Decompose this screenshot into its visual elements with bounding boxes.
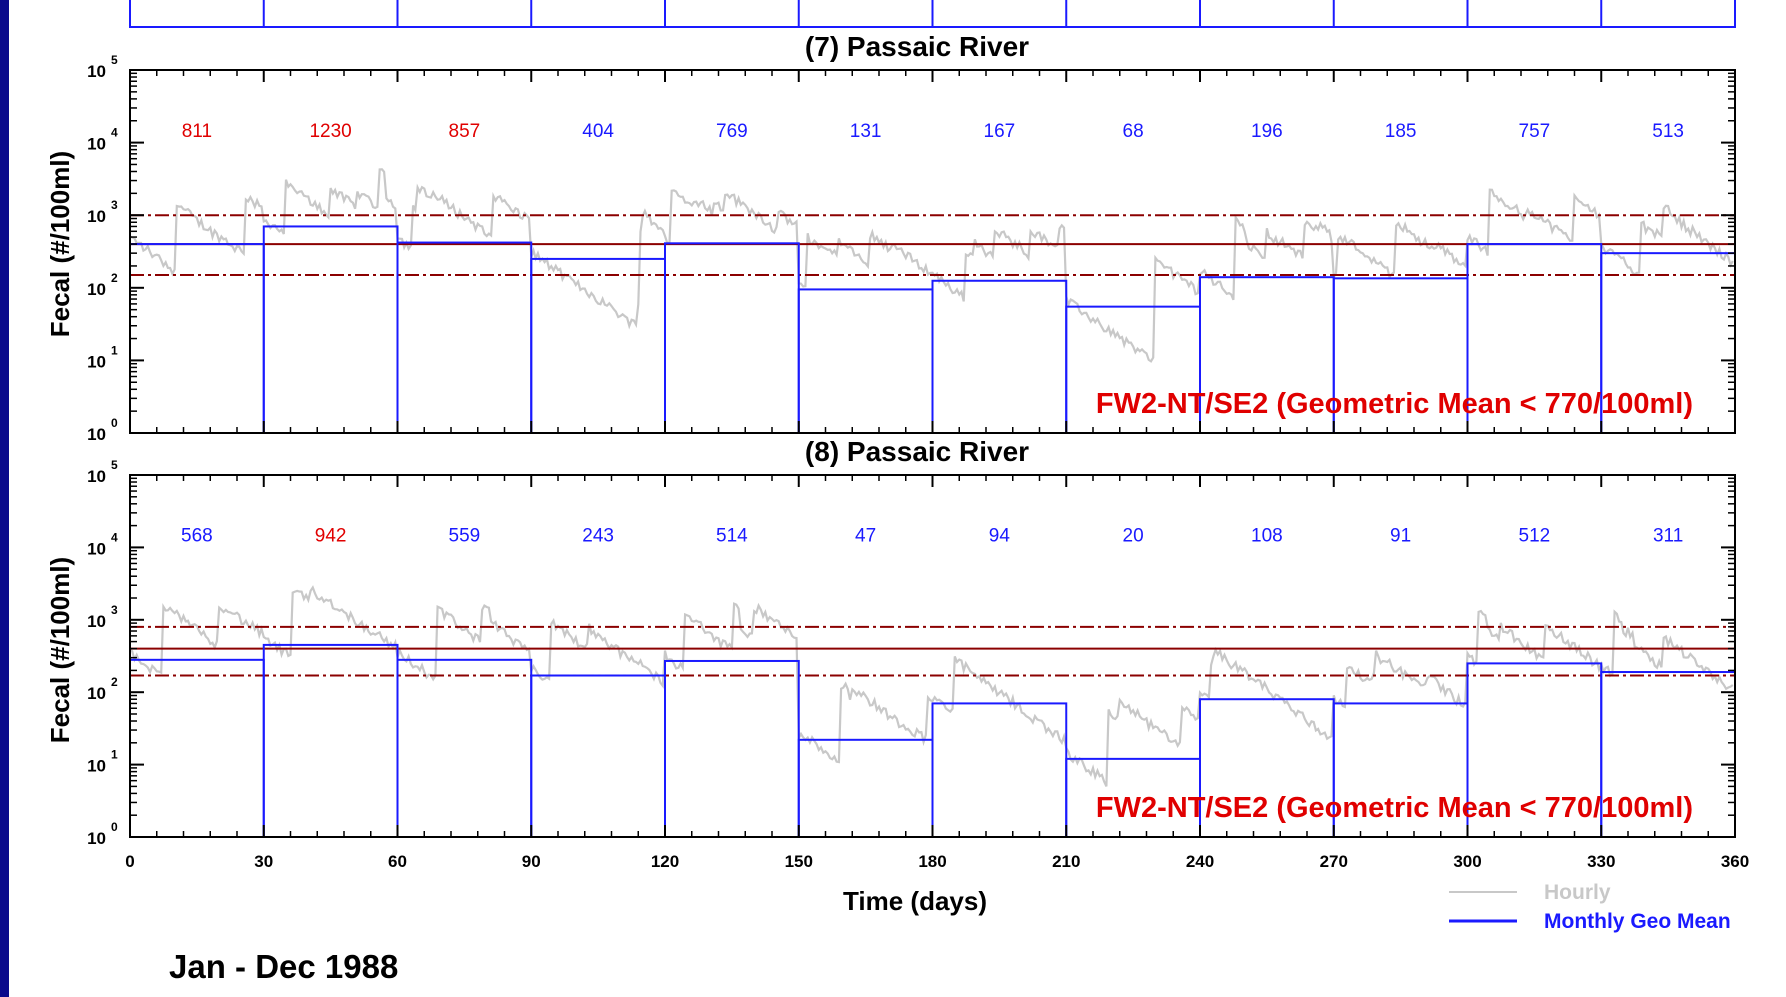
x-tick-label: 210 bbox=[1052, 852, 1080, 871]
previous-plot-remnant bbox=[129, 0, 1736, 28]
x-tick-label: 150 bbox=[785, 852, 813, 871]
month-value-label: 131 bbox=[850, 121, 882, 142]
x-axis-label: Time (days) bbox=[843, 886, 987, 916]
chart-canvas: (7) Passaic River Fecal (#/100ml) 811 123… bbox=[45, 0, 1749, 985]
monthly-geo-mean-bar bbox=[530, 674, 666, 838]
monthly-geo-mean-bar bbox=[931, 279, 1068, 435]
chart-panel: (7) Passaic River Fecal (#/100ml) 811 123… bbox=[9, 0, 1786, 997]
y-tick-label: 10 bbox=[87, 135, 106, 154]
month-value-label: 568 bbox=[181, 526, 213, 547]
plot-8-passaic-river: (8) Passaic River Fecal (#/100ml) 568 942… bbox=[45, 436, 1749, 871]
hourly-series-line bbox=[129, 168, 1734, 363]
y-tick-label: 10 bbox=[87, 757, 106, 776]
month-value-label: 942 bbox=[315, 526, 347, 547]
month-value-label: 514 bbox=[716, 526, 748, 547]
monthly-geo-mean-bar bbox=[396, 658, 533, 838]
y-tick-exponent: 4 bbox=[111, 126, 118, 140]
y-tick-exponent: 5 bbox=[111, 458, 118, 472]
month-value-label: 757 bbox=[1519, 121, 1551, 142]
month-value-label: 196 bbox=[1251, 121, 1283, 142]
month-value-label: 20 bbox=[1123, 526, 1144, 547]
x-tick-label: 360 bbox=[1721, 852, 1749, 871]
period-label: Jan - Dec 1988 bbox=[169, 948, 398, 985]
hourly-series-line bbox=[129, 585, 1734, 787]
x-tick-label: 90 bbox=[522, 852, 541, 871]
month-value-label: 94 bbox=[989, 526, 1011, 547]
monthly-geo-mean-bar bbox=[262, 225, 399, 434]
y-tick-exponent: 1 bbox=[111, 748, 118, 762]
month-value-label: 91 bbox=[1390, 526, 1411, 547]
monthly-geo-mean-bar bbox=[797, 288, 934, 434]
month-value-label: 311 bbox=[1653, 526, 1683, 547]
y-tick-exponent: 4 bbox=[111, 530, 118, 544]
month-value-label: 185 bbox=[1385, 121, 1417, 142]
y-tick-exponent: 3 bbox=[111, 603, 118, 617]
month-value-label: 404 bbox=[582, 121, 614, 142]
month-value-label: 512 bbox=[1519, 526, 1551, 547]
y-tick-exponent: 0 bbox=[111, 416, 118, 430]
monthly-geo-mean-bar bbox=[129, 658, 265, 838]
chart-title: (7) Passaic River bbox=[805, 31, 1029, 62]
monthly-geo-mean-bar bbox=[931, 702, 1068, 839]
standard-label: FW2-NT/SE2 (Geometric Mean < 770/100ml) bbox=[1096, 388, 1693, 420]
y-tick-exponent: 2 bbox=[111, 271, 118, 285]
month-value-label: 167 bbox=[984, 121, 1016, 142]
legend-hourly-label: Hourly bbox=[1544, 881, 1611, 904]
y-tick-label: 10 bbox=[87, 539, 106, 558]
month-value-label: 1230 bbox=[309, 121, 351, 142]
y-tick-exponent: 3 bbox=[111, 198, 118, 212]
month-value-label: 513 bbox=[1652, 121, 1684, 142]
x-tick-label: 180 bbox=[918, 852, 946, 871]
y-tick-exponent: 0 bbox=[111, 820, 118, 834]
monthly-geo-mean-bar bbox=[262, 643, 399, 838]
x-tick-label: 270 bbox=[1320, 852, 1348, 871]
monthly-geo-mean-bar bbox=[664, 242, 800, 434]
y-tick-label: 10 bbox=[87, 612, 106, 631]
y-tick-label: 10 bbox=[87, 352, 106, 371]
monthly-geo-mean-bar bbox=[530, 257, 666, 434]
month-value-label: 243 bbox=[582, 526, 614, 547]
month-value-label: 47 bbox=[855, 526, 876, 547]
y-tick-label: 10 bbox=[87, 207, 106, 226]
y-tick-label: 10 bbox=[87, 829, 106, 848]
month-value-label: 108 bbox=[1251, 526, 1283, 547]
x-tick-label: 240 bbox=[1186, 852, 1214, 871]
x-tick-label: 30 bbox=[254, 852, 273, 871]
standard-label: FW2-NT/SE2 (Geometric Mean < 770/100ml) bbox=[1096, 792, 1693, 824]
x-tick-label: 120 bbox=[651, 852, 679, 871]
y-tick-label: 10 bbox=[87, 280, 106, 299]
month-value-label: 769 bbox=[716, 121, 748, 142]
legend-monthly-label: Monthly Geo Mean bbox=[1544, 910, 1731, 933]
y-tick-exponent: 2 bbox=[111, 675, 118, 689]
legend: Hourly Monthly Geo Mean bbox=[1449, 881, 1731, 933]
monthly-geo-mean-bar bbox=[664, 659, 800, 838]
y-tick-exponent: 1 bbox=[111, 343, 118, 357]
monthly-geo-mean-bar bbox=[396, 241, 533, 434]
y-tick-label: 10 bbox=[87, 425, 106, 444]
x-tick-label: 330 bbox=[1587, 852, 1615, 871]
month-value-label: 68 bbox=[1123, 121, 1144, 142]
month-value-label: 559 bbox=[449, 526, 481, 547]
monthly-geo-mean-bar bbox=[797, 738, 934, 838]
y-tick-label: 10 bbox=[87, 684, 106, 703]
y-tick-label: 10 bbox=[87, 62, 106, 81]
chart-title: (8) Passaic River bbox=[805, 436, 1029, 467]
x-tick-label: 60 bbox=[388, 852, 407, 871]
y-tick-label: 10 bbox=[87, 467, 106, 486]
x-tick-label: 300 bbox=[1453, 852, 1481, 871]
month-value-label: 811 bbox=[182, 121, 212, 142]
y-axis-label: Fecal (#/100ml) bbox=[45, 151, 75, 337]
y-axis-label: Fecal (#/100ml) bbox=[45, 557, 75, 743]
y-tick-exponent: 5 bbox=[111, 53, 118, 67]
month-value-label: 857 bbox=[449, 121, 481, 142]
x-tick-label: 0 bbox=[125, 852, 134, 871]
plot-7-passaic-river: (7) Passaic River Fecal (#/100ml) 811 123… bbox=[45, 31, 1736, 444]
monthly-geo-mean-bar bbox=[129, 243, 265, 434]
